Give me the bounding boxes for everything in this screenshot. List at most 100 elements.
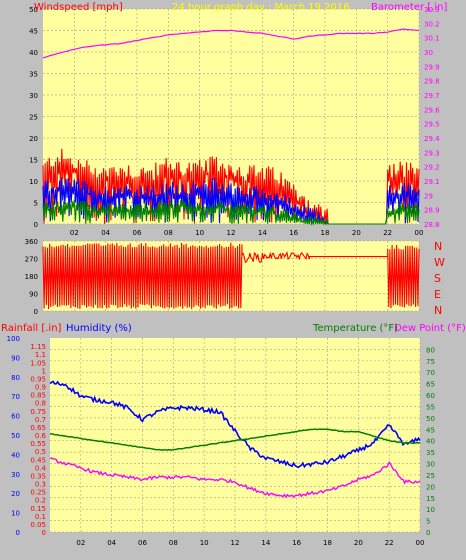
rainfall-tick-label: 1.15: [30, 343, 46, 351]
rain-x-tick-label: 18: [323, 539, 332, 547]
rainfall-tick-label: 0.1: [35, 513, 46, 521]
wind-x-tick-label: 16: [289, 229, 298, 237]
humidity-tick-label: 20: [11, 490, 20, 498]
temperature-tick-label: 40: [426, 438, 435, 446]
wind-direction-series: [42, 242, 420, 310]
barometer-tick-label: 30.3: [424, 6, 440, 14]
rainfall-tick-label: 0.95: [30, 375, 46, 383]
series-layer: [42, 28, 421, 499]
rainfall-tick-label: 0.7: [35, 416, 46, 424]
barometer-tick-label: 29.4: [424, 135, 440, 143]
temperature-tick-label: 30: [426, 461, 435, 469]
windspeed-tick-label: 15: [29, 157, 38, 165]
windspeed-tick-label: 10: [29, 178, 38, 186]
barometer-tick-label: 29.2: [424, 164, 440, 172]
humidity-tick-label: 80: [11, 374, 20, 382]
rainfall-tick-label: 0.15: [30, 505, 46, 513]
rainfall-tick-label: 0.55: [30, 440, 46, 448]
barometer-tick-label: 29.7: [424, 92, 440, 100]
wind-x-tick-label: 04: [101, 229, 110, 237]
rainfall-tick-label: 1.1: [35, 351, 46, 359]
barometer-tick-label: 30.2: [424, 20, 440, 28]
rain-x-tick-label: 02: [76, 539, 85, 547]
humidity-tick-label: 70: [11, 393, 20, 401]
temperature-tick-label: 35: [426, 449, 435, 457]
humidity-tick-label: 30: [11, 471, 20, 479]
rainfall-tick-label: 0.85: [30, 392, 46, 400]
wind-x-tick-label: 02: [70, 229, 79, 237]
rain-x-tick-label: 16: [292, 539, 301, 547]
rain-x-tick-label: 22: [385, 539, 394, 547]
rainfall-tick-label: 0.2: [35, 497, 46, 505]
temperature-tick-label: 75: [426, 358, 435, 366]
rainfall-tick-label: 0.6: [35, 432, 47, 440]
rainfall-tick-label: 0.4: [35, 464, 47, 472]
humidity-tick-label: 40: [11, 451, 20, 459]
windspeed-tick-label: 40: [29, 49, 38, 57]
direction-label-s: S: [434, 272, 441, 285]
windspeed-tick-label: 35: [29, 71, 38, 79]
windspeed-tick-label: 25: [29, 114, 38, 122]
rain-x-tick-label: 10: [200, 539, 209, 547]
temperature-tick-label: 60: [426, 392, 435, 400]
rain-x-tick-label: 06: [138, 539, 147, 547]
direction-label-w: W: [434, 256, 445, 269]
barometer-tick-label: 29.9: [424, 63, 440, 71]
rainfall-tick-label: 0.25: [30, 489, 46, 497]
temperature-tick-label: 15: [426, 495, 435, 503]
rainfall-tick-label: 0.3: [35, 481, 46, 489]
temperature-tick-label: 20: [426, 483, 435, 491]
wind-x-tick-label: 22: [383, 229, 392, 237]
barometer-tick-label: 28.8: [424, 221, 440, 229]
wind-x-tick-label: 18: [321, 229, 330, 237]
rain-x-tick-label: 14: [261, 539, 270, 547]
wind-x-tick-label: 12: [227, 229, 236, 237]
barometer-tick-label: 30.1: [424, 35, 440, 43]
barometer-tick-label: 29.8: [424, 78, 440, 86]
temperature-axis-label: Temperature (°F): [312, 323, 398, 334]
temperature-tick-label: 5: [426, 518, 430, 526]
rainfall-tick-label: 0.9: [35, 384, 46, 392]
rainfall-tick-label: 1.05: [30, 359, 46, 367]
windspeed-tick-label: 30: [29, 92, 38, 100]
humidity-tick-label: 90: [11, 354, 20, 362]
rainfall-tick-label: 0.8: [35, 400, 46, 408]
wind-low-series: [42, 199, 420, 226]
temperature-tick-label: 45: [426, 426, 435, 434]
humidity-tick-label: 60: [11, 413, 20, 421]
wind-x-tick-label: 00: [415, 229, 424, 237]
rainfall-axis-label: Rainfall [.in]: [1, 323, 62, 334]
windspeed-axis-label: Windspeed [mph]: [34, 2, 123, 13]
barometer-tick-label: 30: [424, 49, 433, 57]
barometer-tick-label: 29.1: [424, 178, 440, 186]
temperature-series: [49, 428, 421, 451]
temperature-tick-label: 10: [426, 506, 435, 514]
wind-x-tick-label: 14: [258, 229, 267, 237]
wind-x-tick-label: 20: [352, 229, 361, 237]
rainfall-tick-label: 0.5: [35, 448, 46, 456]
windspeed-tick-label: 20: [29, 135, 38, 143]
wind-x-tick-label: 06: [133, 229, 142, 237]
direction-tick-label: 270: [25, 256, 38, 264]
temperature-tick-label: 80: [426, 346, 435, 354]
windspeed-tick-label: 5: [34, 200, 38, 208]
chart-title: 24 hour graph day : March 19 2016: [172, 2, 350, 13]
humidity-tick-label: 10: [11, 510, 20, 518]
barometer-axis-label: Barometer [.in]: [371, 2, 447, 13]
direction-tick-label: 180: [25, 273, 38, 281]
direction-label-n1: N: [434, 240, 442, 253]
barometer-tick-label: 29: [424, 192, 433, 200]
dewpoint-axis-label: Dew Point (°F): [394, 323, 466, 334]
barometer-tick-label: 29.6: [424, 106, 440, 114]
humidity-axis-label: Humidity (%): [66, 323, 132, 334]
rain-x-tick-label: 00: [416, 539, 425, 547]
barometer-tick-label: 28.9: [424, 207, 440, 215]
direction-tick-label: 0: [34, 308, 38, 316]
temperature-tick-label: 25: [426, 472, 435, 480]
barometer-tick-label: 29.3: [424, 149, 440, 157]
rainfall-tick-label: 1: [42, 367, 46, 375]
grid-layer: [43, 8, 421, 533]
direction-tick-label: 360: [25, 238, 38, 246]
